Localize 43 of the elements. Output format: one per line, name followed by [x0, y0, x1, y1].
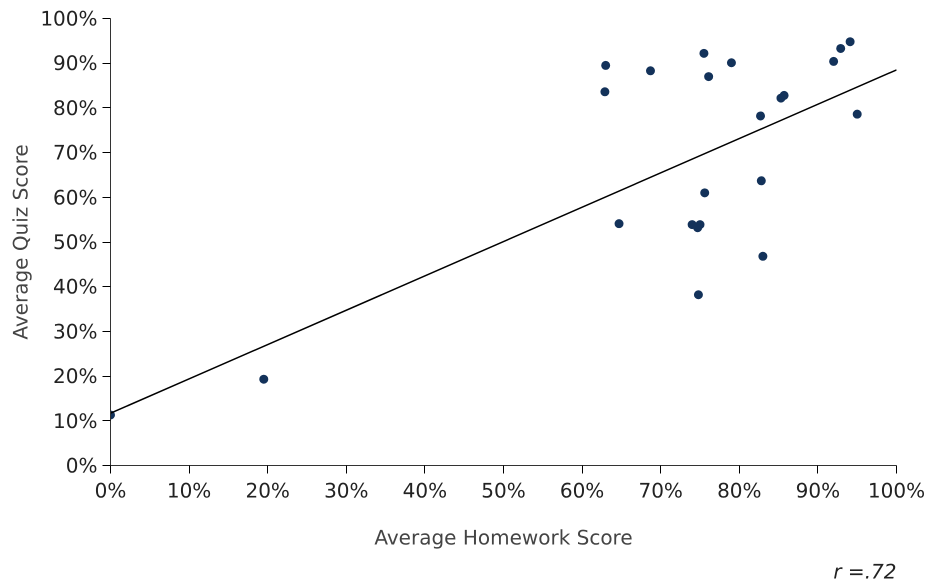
y-axis-title: Average Quiz Score	[8, 144, 32, 340]
point	[259, 374, 268, 384]
y-tick-label: 20%	[53, 364, 98, 388]
point	[836, 44, 846, 53]
point	[726, 58, 736, 68]
point	[780, 90, 789, 100]
point	[614, 219, 624, 228]
x-tick-label: 90%	[796, 478, 840, 502]
x-tick-label: 50%	[481, 478, 526, 502]
y-tick-label: 100%	[40, 6, 98, 30]
point	[704, 72, 714, 82]
x-axis-title: Average Homework Score	[374, 526, 633, 550]
x-tick-label: 30%	[324, 478, 369, 502]
point	[600, 87, 610, 96]
x-tick-label: 70%	[638, 478, 683, 502]
text: r =.72	[833, 560, 897, 584]
point	[699, 48, 708, 58]
y-tick-label: 10%	[53, 408, 98, 433]
x-tick-label: 40%	[402, 478, 448, 502]
point	[601, 60, 610, 70]
point	[700, 188, 710, 198]
point	[846, 37, 855, 46]
y-tick-label: 90%	[53, 51, 98, 76]
y-tick-label: 70%	[53, 140, 98, 165]
point	[756, 176, 766, 186]
point	[758, 252, 768, 261]
x-tick-label: 20%	[245, 478, 290, 502]
x-tick-label: 80%	[717, 478, 762, 502]
y-tick-label: 40%	[53, 274, 98, 299]
y-tick-label: 50%	[53, 230, 98, 254]
x-tick-label: 0%	[94, 478, 126, 502]
point	[829, 56, 838, 66]
y-tick-label: 60%	[53, 185, 98, 210]
x-tick-label: 60%	[560, 478, 604, 502]
point	[646, 66, 655, 76]
point	[852, 110, 862, 119]
x-tick-label: 10%	[166, 478, 212, 502]
point	[756, 111, 766, 120]
y-tick-label: 0%	[66, 454, 98, 478]
x-tick-label: 100%	[868, 478, 926, 502]
y-tick-label: 30%	[53, 319, 98, 344]
y-tick-label: 80%	[53, 96, 98, 120]
point	[694, 290, 703, 300]
